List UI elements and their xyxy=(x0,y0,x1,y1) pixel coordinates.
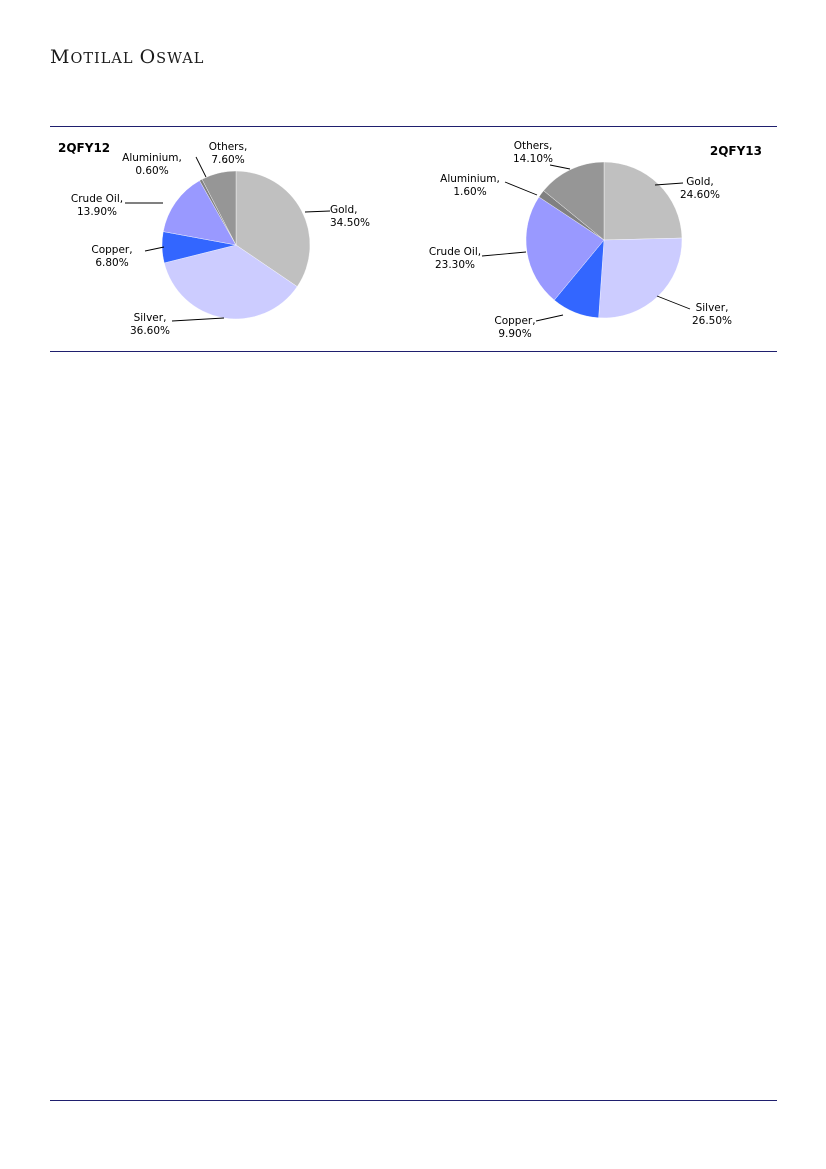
pie-charts: 2QFY12Gold,34.50%Silver,36.60%Copper,6.8… xyxy=(58,140,762,340)
pie-slice-others xyxy=(201,170,237,246)
leader-line-silver xyxy=(171,317,225,322)
chart-title: 2QFY13 xyxy=(710,144,762,158)
slice-value-gold: 34.50% xyxy=(330,217,370,229)
pie-slice-gold xyxy=(603,161,683,241)
slice-label-aluminium: Aluminium, xyxy=(122,152,182,164)
brand-rest-2: SWAL xyxy=(156,51,205,67)
slice-value-aluminium: 0.60% xyxy=(135,165,168,177)
slice-label-copper: Copper, xyxy=(91,244,132,256)
leader-line-aluminium xyxy=(195,156,207,178)
pie-slice-crude-oil xyxy=(525,196,605,301)
slice-value-silver: 26.50% xyxy=(692,315,732,327)
brand-logo: MOTILAL OSWAL xyxy=(50,46,204,68)
slice-value-others: 7.60% xyxy=(211,154,244,166)
pie-chart-2qfy13: 2QFY13 Gold,24.60% Silver,26.50% Copper,9.9… xyxy=(429,140,762,340)
brand-initial-1: M xyxy=(50,46,71,68)
slice-label-aluminium: Aluminium, xyxy=(440,173,500,185)
slice-value-aluminium: 1.60% xyxy=(453,186,486,198)
slice-label-gold: Gold, xyxy=(686,176,713,188)
slice-value-silver: 36.60% xyxy=(130,325,170,337)
leader-line-silver xyxy=(656,295,691,310)
leader-line-gold xyxy=(654,182,684,186)
leader-line-gold xyxy=(304,210,331,213)
chart-top-rule xyxy=(50,126,777,127)
leader-line-copper xyxy=(144,246,165,252)
brand-initial-2: O xyxy=(139,46,157,68)
slice-label-copper: Copper, xyxy=(494,315,535,327)
slice-value-others: 14.10% xyxy=(513,153,553,165)
slice-value-crude-oil: 13.90% xyxy=(77,206,117,218)
leader-line-copper xyxy=(535,314,564,322)
pie-slice-silver xyxy=(598,237,683,319)
leader-line-others xyxy=(549,164,571,170)
slice-label-others: Others, xyxy=(209,141,248,153)
brand-rest-1: OTILAL xyxy=(70,51,134,67)
pie-chart-2qfy12: 2QFY12 Gold,34.50% Silver,36.60% Copper,6.8… xyxy=(58,141,370,337)
leader-line-aluminium xyxy=(504,181,538,196)
slice-label-crude-oil: Crude Oil, xyxy=(71,193,123,205)
pie-slice-others xyxy=(543,161,605,241)
slice-value-copper: 6.80% xyxy=(95,257,128,269)
slice-label-silver: Silver, xyxy=(696,302,729,314)
pie-slice-crude-oil xyxy=(162,180,237,246)
footer-rule xyxy=(50,1100,777,1101)
chart-title: 2QFY12 xyxy=(58,141,110,155)
slice-label-crude-oil: Crude Oil, xyxy=(429,246,481,258)
chart-bottom-rule xyxy=(50,351,777,352)
slice-label-gold: Gold, xyxy=(330,204,357,216)
slice-value-crude-oil: 23.30% xyxy=(435,259,475,271)
slice-value-copper: 9.90% xyxy=(498,328,531,340)
slice-label-silver: Silver, xyxy=(134,312,167,324)
slice-value-gold: 24.60% xyxy=(680,189,720,201)
pie-slice-gold xyxy=(235,170,311,287)
slice-label-others: Others, xyxy=(514,140,553,152)
leader-line-crude-oil xyxy=(481,251,527,257)
